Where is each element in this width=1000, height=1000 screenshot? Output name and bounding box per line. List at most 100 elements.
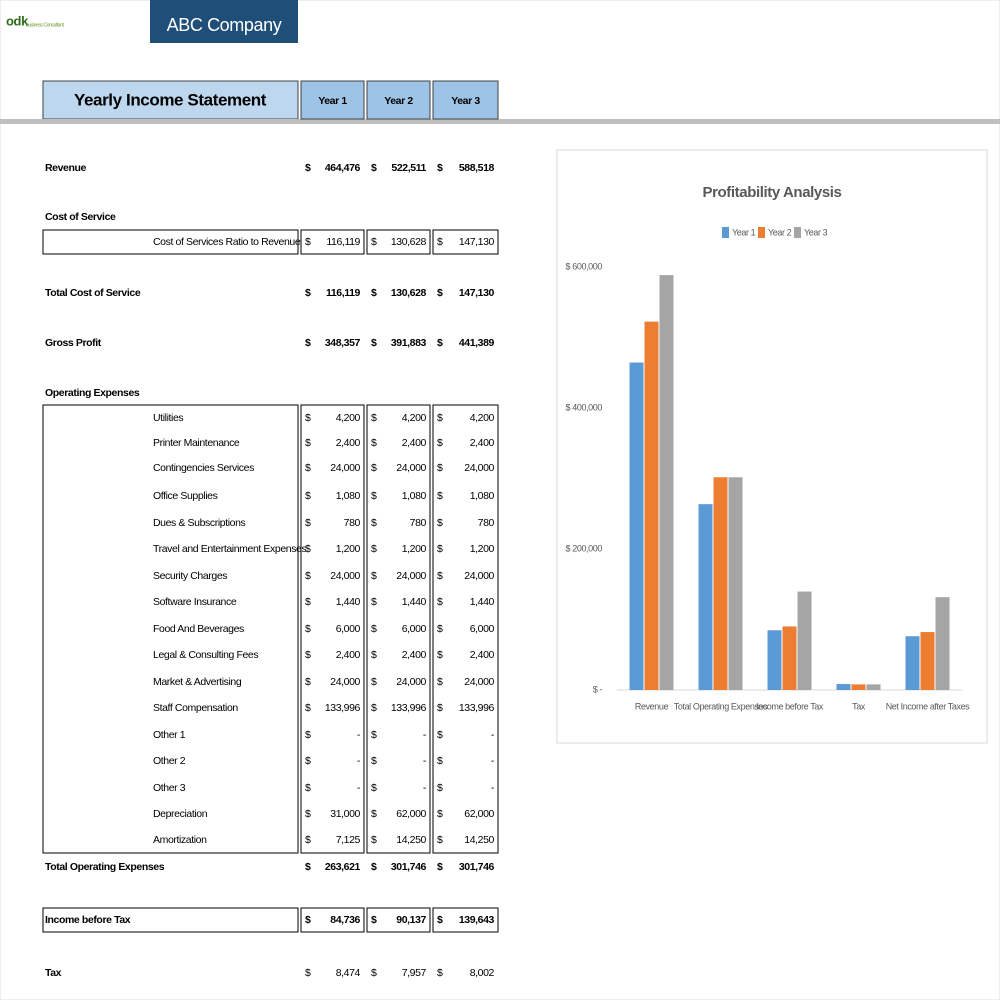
currency: $	[371, 755, 377, 767]
cell-value: -	[491, 782, 495, 794]
currency: $	[437, 596, 443, 608]
currency: $	[305, 755, 311, 767]
currency: $	[437, 543, 443, 555]
currency: $	[371, 490, 377, 502]
chart-title: Profitability Analysis	[702, 184, 841, 201]
cell-value: 2,400	[470, 649, 495, 661]
currency: $	[437, 570, 443, 582]
cell-value: 2,400	[402, 649, 427, 661]
cell-value: -	[357, 729, 361, 741]
currency: $	[437, 702, 443, 714]
currency: $	[371, 596, 377, 608]
currency: $	[437, 162, 443, 174]
cell-value: 24,000	[330, 570, 360, 582]
row-box	[300, 229, 365, 255]
y-tick-label: $ -	[593, 684, 603, 694]
currency: $	[305, 967, 311, 979]
cell-value: 4,200	[336, 412, 361, 424]
currency: $	[437, 412, 443, 424]
row-box	[300, 907, 365, 933]
row-label: Tax	[45, 967, 62, 979]
row-label: Market & Advertising	[153, 676, 242, 688]
cell-value: 1,080	[470, 490, 495, 502]
currency: $	[305, 623, 311, 635]
bar	[935, 597, 950, 690]
row-label: Total Cost of Service	[45, 287, 141, 299]
currency: $	[371, 437, 377, 449]
cell-value: 522,511	[391, 162, 426, 174]
cell-value: 24,000	[396, 462, 426, 474]
currency: $	[371, 337, 377, 349]
currency: $	[437, 967, 443, 979]
row-box	[366, 229, 431, 255]
legend-swatch	[722, 227, 729, 238]
currency: $	[371, 914, 377, 926]
column-header-box	[300, 80, 365, 120]
x-tick-label: Tax	[852, 701, 866, 711]
cell-value: 133,996	[325, 702, 361, 714]
cell-value: 133,996	[391, 702, 427, 714]
cell-value: 391,883	[391, 337, 427, 349]
cell-value: -	[357, 755, 361, 767]
currency: $	[371, 412, 377, 424]
currency: $	[437, 236, 443, 248]
cell-value: 7,125	[336, 834, 361, 846]
cell-value: 2,400	[336, 437, 361, 449]
currency: $	[437, 914, 443, 926]
currency: $	[305, 162, 311, 174]
currency: $	[371, 570, 377, 582]
legend-swatch	[758, 227, 765, 238]
currency: $	[371, 236, 377, 248]
legend-label: Year 1	[732, 227, 756, 237]
cell-value: 780	[410, 517, 427, 529]
cell-value: -	[491, 729, 495, 741]
currency: $	[305, 570, 311, 582]
divider	[0, 119, 1000, 124]
row-box	[432, 907, 499, 933]
column-header-box	[366, 80, 431, 120]
row-label: Contingencies Services	[153, 462, 254, 474]
cell-value: 14,250	[396, 834, 426, 846]
cell-value: 2,400	[336, 649, 361, 661]
currency: $	[305, 517, 311, 529]
cell-value: 301,746	[459, 861, 495, 873]
group-box	[42, 404, 299, 854]
currency: $	[305, 782, 311, 794]
row-label: Income before Tax	[45, 914, 131, 926]
cell-value: 780	[478, 517, 495, 529]
cell-value: 1,200	[402, 543, 427, 555]
cell-value: 147,130	[459, 236, 495, 248]
row-label: Dues & Subscriptions	[153, 517, 246, 529]
currency: $	[305, 490, 311, 502]
cell-value: 4,200	[470, 412, 495, 424]
cell-value: -	[423, 729, 427, 741]
currency: $	[437, 729, 443, 741]
bar	[767, 630, 782, 690]
row-label: Cost of Services Ratio to Revenue	[153, 236, 301, 248]
table-title-box	[42, 80, 299, 120]
y-tick-label: $ 600,000	[566, 261, 603, 271]
cell-value: 24,000	[464, 570, 494, 582]
currency: $	[437, 337, 443, 349]
currency: $	[305, 462, 311, 474]
cell-value: 130,628	[391, 287, 427, 299]
cell-value: 301,746	[391, 861, 427, 873]
bar	[728, 477, 743, 690]
currency: $	[437, 755, 443, 767]
column-header: Year 1	[318, 95, 347, 107]
group-box	[366, 404, 431, 854]
row-label: Operating Expenses	[45, 387, 140, 399]
currency: $	[371, 623, 377, 635]
cell-value: 464,476	[325, 162, 361, 174]
currency: $	[371, 517, 377, 529]
row-box	[42, 907, 299, 933]
bar	[629, 362, 644, 690]
currency: $	[437, 861, 443, 873]
currency: $	[305, 702, 311, 714]
cell-value: 263,621	[325, 861, 361, 873]
currency: $	[305, 236, 311, 248]
row-label: Staff Compensation	[153, 702, 238, 714]
bar	[698, 504, 713, 690]
cell-value: 1,200	[336, 543, 361, 555]
currency: $	[437, 782, 443, 794]
